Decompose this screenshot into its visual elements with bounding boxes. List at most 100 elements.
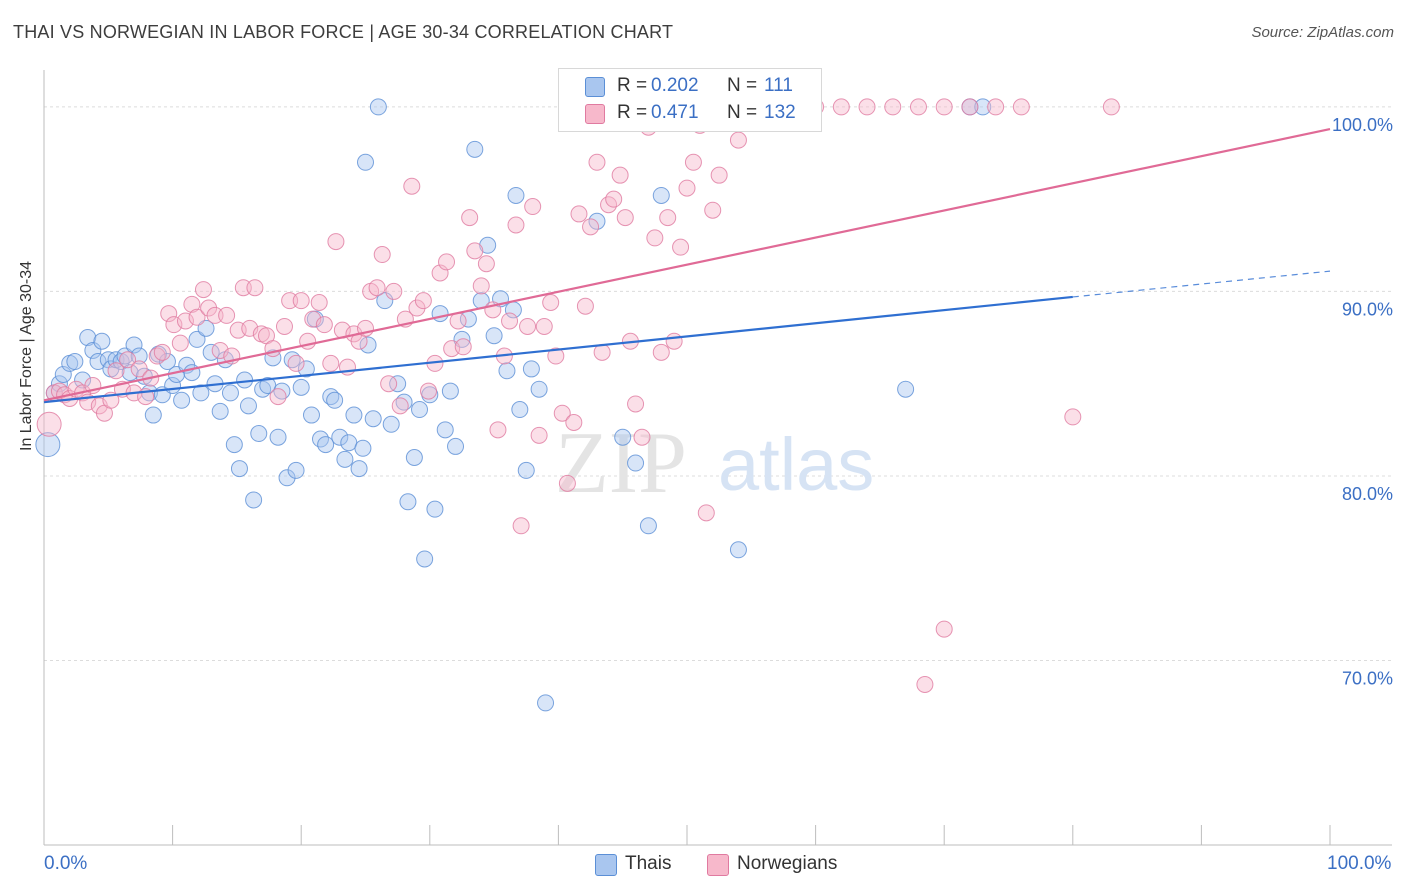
point-norwegians (987, 98, 1005, 116)
trend-lines (43, 127, 1331, 404)
point-norwegians (281, 292, 299, 310)
legend-r-label: R = (617, 75, 648, 96)
y-tick-label: 100.0% (1332, 115, 1393, 135)
point-norwegians (961, 98, 979, 116)
point-norwegians (858, 98, 876, 116)
point-norwegians (565, 413, 583, 431)
point-norwegians (519, 317, 537, 335)
point-thais (79, 329, 97, 347)
point-norwegians (916, 675, 934, 693)
point-thais (221, 384, 239, 402)
point-norwegians (287, 354, 305, 372)
point-norwegians (472, 277, 490, 295)
point-thais (326, 391, 344, 409)
legend-r-value: 0.471 (651, 102, 699, 123)
point-thais (350, 460, 368, 478)
point-norwegians (385, 282, 403, 300)
point-norwegians (697, 504, 715, 522)
point-norwegians (246, 279, 264, 297)
point-thais (507, 186, 525, 204)
point-thais (441, 382, 459, 400)
point-thais (530, 380, 548, 398)
point-thais (466, 140, 484, 158)
point-norwegians (611, 166, 629, 184)
point-thais (652, 186, 670, 204)
point-norwegians (160, 305, 178, 323)
point-thais (485, 327, 503, 345)
point-thais (511, 401, 529, 419)
point-norwegians (269, 388, 287, 406)
point-norwegians (530, 426, 548, 444)
point-thais (627, 454, 645, 472)
point-norwegians (461, 209, 479, 227)
watermark-atlas: atlas (718, 423, 874, 506)
point-norwegians (659, 209, 677, 227)
point-norwegians (884, 98, 902, 116)
point-norwegians (431, 264, 449, 282)
point-norwegians (420, 382, 438, 400)
y-axis-label: In Labor Force | Age 30-34 (18, 260, 35, 451)
bottom-legend-swatch-norwegians (707, 854, 729, 876)
point-thais (897, 380, 915, 398)
point-norwegians (507, 216, 525, 234)
y-tick-label: 70.0% (1342, 668, 1393, 688)
point-norwegians (935, 620, 953, 638)
point-thais (364, 410, 382, 428)
point-thais (239, 397, 257, 415)
point-norwegians (616, 209, 634, 227)
point-norwegians (547, 347, 565, 365)
point-norwegians (1064, 408, 1082, 426)
legend-n-value: 111 (764, 75, 793, 96)
point-norwegians (292, 292, 310, 310)
y-tick-label: 90.0% (1342, 299, 1393, 319)
bottom-legend-label-thais: Thais (625, 853, 672, 874)
point-thais (197, 319, 215, 337)
point-norwegians (935, 98, 953, 116)
point-thais (639, 517, 657, 535)
legend-r-value: 0.202 (651, 75, 699, 96)
point-thais (225, 436, 243, 454)
point-thais (158, 353, 176, 371)
point-thais (188, 330, 206, 348)
point-thais (382, 415, 400, 433)
legend-swatch-norwegians (585, 104, 605, 124)
point-norwegians (652, 343, 670, 361)
point-norwegians (466, 242, 484, 260)
trend-line-thais (43, 295, 1073, 404)
point-thais (436, 421, 454, 439)
point-thais (426, 500, 444, 518)
point-thais (269, 428, 287, 446)
point-norwegians (524, 198, 542, 216)
x-tick-left: 0.0% (44, 853, 88, 874)
point-thais (93, 332, 111, 350)
point-thais (278, 469, 296, 487)
point-norwegians (1102, 98, 1120, 116)
point-norwegians (310, 294, 328, 311)
point-norwegians (194, 281, 212, 299)
axes (43, 70, 1392, 846)
point-thais (389, 375, 407, 393)
point-thais (411, 401, 429, 419)
point-thais (431, 305, 449, 323)
point-norwegians (704, 201, 722, 219)
point-norwegians (454, 338, 472, 356)
point-thais (54, 365, 72, 383)
point-thais (416, 550, 434, 568)
point-norwegians (582, 218, 600, 236)
point-thais (50, 375, 68, 393)
point-norwegians (729, 131, 747, 149)
point-norwegians (449, 312, 467, 330)
point-thais (144, 406, 162, 424)
stats-legend: R = 0.202 N = 111 R = 0.471 N = 132 (558, 68, 822, 132)
point-norwegians (218, 306, 236, 324)
legend-swatch-thais (585, 77, 605, 97)
point-norwegians (684, 153, 702, 171)
point-norwegians (380, 375, 398, 393)
point-thais (192, 384, 210, 402)
point-thais (250, 425, 268, 443)
point-norwegians (183, 295, 201, 313)
point-norwegians (275, 317, 293, 335)
point-thais (517, 461, 535, 479)
point-thais (121, 364, 139, 382)
